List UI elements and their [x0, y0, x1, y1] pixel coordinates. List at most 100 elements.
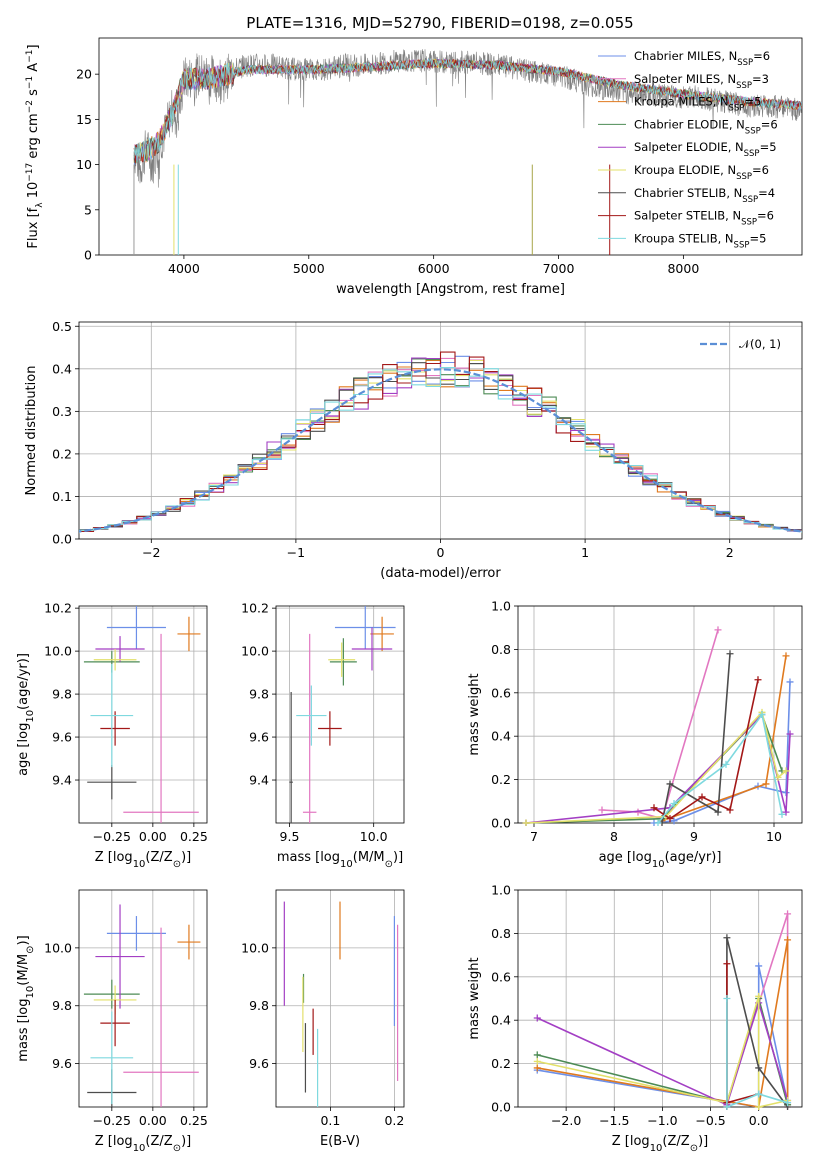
- y-tick-label: 9.8: [249, 998, 269, 1013]
- weight_vs_Z-plot: [533, 910, 792, 1110]
- legend-text: Kroupa MILES, N: [634, 95, 729, 109]
- y-axis-label-sup: −2: [25, 100, 35, 113]
- weight-marker-salpeter-elodie: [533, 1014, 541, 1022]
- x-axis-label-part: (age/yr)]: [665, 850, 722, 865]
- x-tick-label: −2.0: [551, 1113, 581, 1128]
- legend-text: Kroupa ELODIE, N: [634, 163, 736, 177]
- weight-marker-kroupa-stelib: [670, 799, 678, 807]
- weight-marker-kroupa-miles: [762, 780, 770, 788]
- x-tick-label: 7000: [543, 261, 575, 276]
- weight-marker-salpeter-stelib: [650, 804, 658, 812]
- x-tick-label: 1: [581, 545, 589, 560]
- legend-label-kroupa-miles: Kroupa MILES, NSSP=5: [634, 95, 761, 114]
- spectrum-plot: [133, 49, 802, 255]
- legend-text: Chabrier MILES, N: [634, 49, 737, 63]
- legend-text: Salpeter STELIB, N: [634, 209, 741, 223]
- legend-text: Salpeter MILES, N: [634, 72, 736, 86]
- x-tick-label: −0.25: [93, 1113, 131, 1128]
- x-tick-label: 0.25: [180, 829, 208, 844]
- x-axis-label-part: (Z/Z: [662, 1134, 689, 1149]
- y-axis-label-part: ]: [26, 44, 41, 49]
- x-axis-label-sub: 10: [340, 859, 353, 870]
- x-tick-label: 8: [610, 829, 618, 844]
- legend-sub: SSP: [729, 104, 745, 114]
- weight-marker-chabrier-stelib: [726, 650, 734, 658]
- x-tick-label: 0: [437, 545, 445, 560]
- y-axis-label-part: 10: [26, 182, 41, 203]
- weight-line-kroupa-stelib: [726, 998, 788, 1109]
- y-axis-label-sub: λ: [35, 202, 45, 208]
- x-axis-label-sub: 10: [652, 859, 665, 870]
- y-tick-label: 9.6: [52, 730, 72, 745]
- weight-marker-chabrier-miles: [755, 962, 763, 970]
- y-tick-label: 10.0: [44, 940, 72, 955]
- y-axis-label-part: mass [log: [16, 998, 31, 1061]
- x-axis-label-part: )]: [393, 850, 403, 865]
- legend-label-salpeter-stelib: Salpeter STELIB, NSSP=6: [634, 209, 774, 228]
- y-axis-label: age [log10(age/yr)]: [16, 653, 36, 776]
- age_vs_mass-axes: 9.5 10.0 9.4 9.6 9.8 10.0 10.2 mass [log10(M/M⊙…: [241, 601, 405, 870]
- y-tick-label: 0.8: [491, 926, 511, 941]
- weight-marker-chabrier-miles: [786, 678, 794, 686]
- legend-sub: SSP: [736, 81, 752, 91]
- x-axis-label-part: )]: [181, 850, 191, 865]
- legend-sub: SSP: [745, 126, 761, 136]
- x-axis-label-sub: ⊙: [690, 1143, 698, 1154]
- legend-text: Salpeter ELODIE, N: [634, 140, 744, 154]
- weight-line-salpeter-miles: [601, 629, 719, 820]
- legend-label-kroupa-stelib: Kroupa STELIB, NSSP=5: [634, 231, 766, 250]
- y-axis-label-part: Flux [f: [26, 207, 41, 248]
- x-tick-label: 9.5: [280, 829, 300, 844]
- y-tick-label: 0.4: [491, 729, 511, 744]
- x-axis-label: E(B-V): [320, 1134, 360, 1149]
- y-axis-label-part: A: [26, 63, 41, 76]
- y-axis-label-part: (age/yr)]: [16, 653, 31, 710]
- x-axis-label: mass [log10(M/M⊙)]: [277, 850, 403, 870]
- y-tick-label: 10: [76, 157, 92, 172]
- hist-plot: [79, 351, 802, 534]
- x-tick-label: 0.1: [320, 1113, 340, 1128]
- weight-marker-salpeter-stelib: [726, 806, 734, 814]
- observed-spectrum-line: [133, 49, 802, 188]
- y-tick-label: 0.0: [52, 532, 72, 547]
- weight-marker-kroupa-elodie: [755, 992, 763, 1000]
- x-axis-label-sub: 10: [133, 859, 146, 870]
- plot-frame: [275, 889, 405, 1108]
- y-tick-label: 9.6: [249, 730, 269, 745]
- x-axis-label: Z [log10(Z/Z⊙)]: [95, 850, 191, 870]
- y-tick-label: 0.8: [491, 642, 511, 657]
- legend-text: =5: [749, 231, 766, 245]
- weight-marker-kroupa-stelib: [778, 810, 786, 818]
- y-tick-label: 0.0: [491, 1100, 511, 1115]
- weight-marker-kroupa-stelib: [758, 711, 766, 718]
- weight-marker-salpeter-elodie: [782, 808, 790, 816]
- residual_hist-axes: −2 −1 0 1 2 0.0 0.1 0.2 0.3 0.4 0.5 (data-model)/er…: [24, 319, 803, 581]
- plot-frame: [98, 37, 803, 256]
- x-tick-label: 10.0: [360, 829, 388, 844]
- age_vs_Z-axes: −0.25 0.00 0.259.49.69.810.010.2Z [log10(Z…: [16, 601, 208, 870]
- weight-marker-chabrier-stelib: [755, 1064, 763, 1072]
- weight-marker-chabrier-stelib: [723, 934, 731, 942]
- weight-marker-kroupa-stelib: [784, 1099, 792, 1107]
- y-axis-label-part: age [log: [16, 723, 31, 776]
- x-axis-label-part: (M/M: [353, 850, 385, 865]
- gaussian-reference-line: [79, 368, 802, 533]
- y-tick-label: 9.8: [52, 998, 72, 1013]
- y-tick-label: 9.8: [249, 687, 269, 702]
- y-tick-label: 0: [84, 248, 92, 263]
- y-axis-label-sup: −1: [25, 50, 35, 63]
- y-tick-label: 10.0: [241, 940, 269, 955]
- mass_vs_ebv-axes: 0.1 0.2 9.6 9.8 10.0 E(B-V): [241, 889, 405, 1149]
- weight-marker-kroupa-elodie: [755, 1103, 763, 1110]
- x-tick-label: −1.5: [599, 1113, 629, 1128]
- legend-sub: SSP: [742, 195, 758, 205]
- y-axis-label-part: s: [26, 89, 41, 100]
- mass_vs_Z-axes: −0.25 0.00 0.259.69.810.0Z [log10(Z/Z⊙)]ma…: [16, 889, 208, 1154]
- x-axis-label-part: mass [log: [277, 850, 340, 865]
- y-tick-label: 20: [76, 67, 92, 82]
- legend-label-chabrier-miles: Chabrier MILES, NSSP=6: [634, 49, 770, 68]
- y-tick-label: 0.4: [491, 1013, 511, 1028]
- x-tick-label: 7: [530, 829, 538, 844]
- legend-text: =5: [760, 140, 777, 154]
